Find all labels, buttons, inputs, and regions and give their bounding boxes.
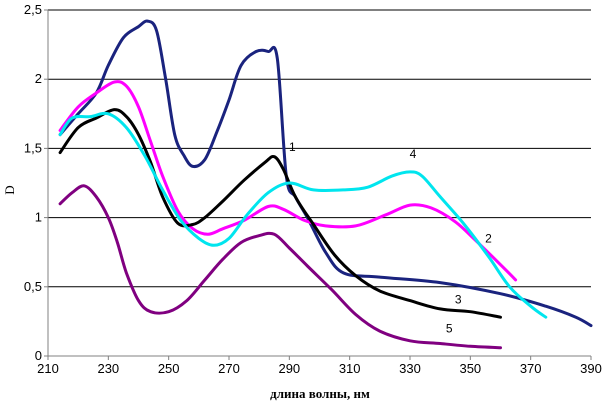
axes	[47, 10, 591, 357]
series-line-3	[58, 108, 502, 319]
y-tick-label-3: 1,5	[24, 140, 42, 155]
series-label-2: 2	[485, 232, 492, 246]
x-tick-label-7: 350	[459, 361, 481, 376]
series-label-4: 4	[410, 147, 417, 161]
series-line-5	[58, 184, 502, 350]
y-tick-label-2: 1	[35, 210, 42, 225]
gridlines	[48, 9, 591, 288]
series-line-1	[58, 19, 593, 328]
x-axis-title: длина волны, нм	[270, 386, 370, 401]
series-label-3: 3	[455, 292, 462, 306]
x-tick-label-2: 250	[158, 361, 180, 376]
x-tick-label-9: 390	[580, 361, 602, 376]
y-tick-label-4: 2	[35, 71, 42, 86]
x-tick-label-3: 270	[218, 361, 240, 376]
series-label-1: 1	[289, 140, 296, 154]
tick-labels: 0 0,5 1 1,5 2 2,5 210 230 250 270 290 310 330 350 370 3…	[24, 2, 602, 376]
series-lines	[58, 19, 593, 350]
series-label-5: 5	[446, 321, 453, 335]
x-tick-label-4: 290	[278, 361, 300, 376]
y-tick-label-0: 0	[35, 348, 42, 363]
x-tick-label-8: 370	[520, 361, 542, 376]
x-tick-label-6: 330	[399, 361, 421, 376]
plot-area	[48, 10, 591, 356]
y-axis-title: D	[2, 185, 17, 194]
x-tick-label-0: 210	[37, 361, 59, 376]
series-line-4	[58, 111, 548, 319]
x-tick-label-5: 310	[339, 361, 361, 376]
x-tick-label-1: 230	[97, 361, 119, 376]
y-tick-label-1: 0,5	[24, 279, 42, 294]
y-tick-label-5: 2,5	[24, 2, 42, 17]
series-number-labels: 1 2 3 4 5	[289, 140, 492, 335]
